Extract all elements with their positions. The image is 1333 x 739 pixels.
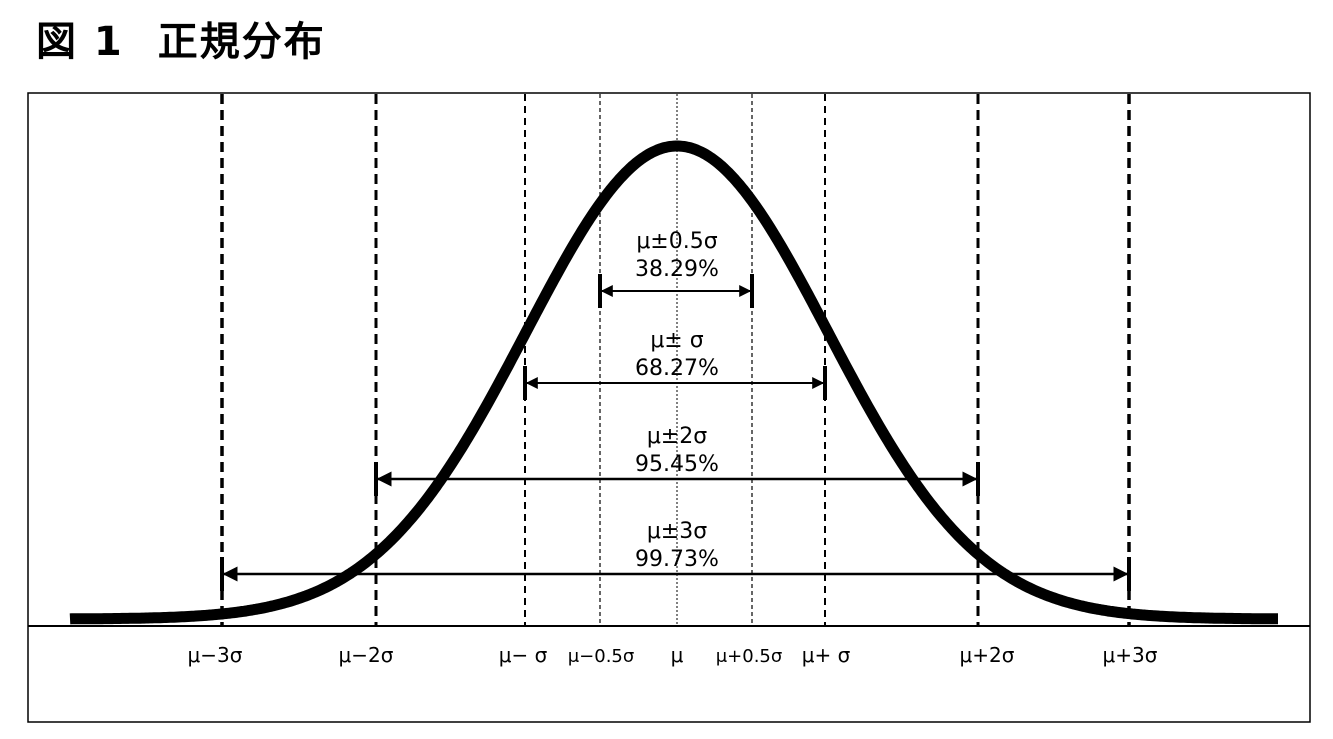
axis-label-plus-1-sigma: μ+ σ xyxy=(802,643,851,667)
range-label-one-sigma: μ± σ xyxy=(650,328,703,353)
axis-labels: μ−3σ μ−2σ μ− σ μ−0.5σ μ μ+0.5σ μ+ σ μ+2σ… xyxy=(188,643,1158,667)
range-percent-one-sigma: 68.27% xyxy=(635,356,719,381)
range-label-half-sigma: μ±0.5σ xyxy=(636,229,717,254)
bell-curve xyxy=(66,140,1282,625)
axis-label-minus-2-sigma: μ−2σ xyxy=(339,643,394,667)
sigma-guide-lines xyxy=(220,94,1131,625)
range-percent-half-sigma: 38.29% xyxy=(635,257,719,282)
figure-number: 図 1 xyxy=(36,19,124,65)
range-three-sigma: μ±3σ 99.73% xyxy=(220,519,1131,591)
range-half-sigma: μ±0.5σ 38.29% xyxy=(598,229,754,308)
range-label-three-sigma: μ±3σ xyxy=(647,519,707,544)
axis-label-mean: μ xyxy=(671,643,684,667)
axis-label-minus-3-sigma: μ−3σ xyxy=(188,643,243,667)
axis-label-plus-2-sigma: μ+2σ xyxy=(960,643,1015,667)
range-percent-three-sigma: 99.73% xyxy=(635,547,719,572)
range-label-two-sigma: μ±2σ xyxy=(647,424,707,449)
axis-label-minus-1-sigma: μ− σ xyxy=(499,643,548,667)
plot-frame xyxy=(27,92,1311,723)
range-two-sigma: μ±2σ 95.45% xyxy=(374,424,980,496)
axis-label-plus-half-sigma: μ+0.5σ xyxy=(716,646,783,667)
range-one-sigma: μ± σ 68.27% xyxy=(523,328,827,400)
figure-title: 図 1 正規分布 xyxy=(28,14,326,70)
figure-title-text: 正規分布 xyxy=(157,19,326,65)
range-percent-two-sigma: 95.45% xyxy=(635,452,719,477)
axis-label-plus-3-sigma: μ+3σ xyxy=(1103,643,1158,667)
axis-label-minus-half-sigma: μ−0.5σ xyxy=(568,646,635,667)
